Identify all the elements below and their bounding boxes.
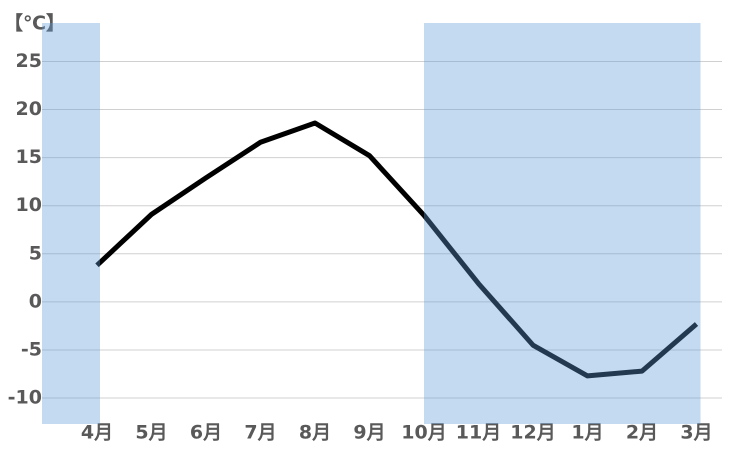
y-tick-label: 25 [16,50,42,72]
x-tick-label: 1月 [571,422,603,444]
shaded-region [424,23,701,424]
x-tick-label: 4月 [81,422,113,444]
y-tick-label: 10 [16,194,42,216]
x-tick-label: 6月 [190,422,222,444]
x-tick-label: 11月 [456,422,501,444]
data-line [95,120,699,379]
x-tick-label: 3月 [680,422,712,444]
y-tick-label: 15 [16,146,42,168]
x-tick-label: 9月 [353,422,385,444]
x-tick-label: 12月 [510,422,555,444]
shaded-region [42,23,100,424]
x-tick-label: 2月 [626,422,658,444]
y-tick-label: 20 [16,98,42,120]
y-axis-label: 【℃】 [4,12,65,35]
y-tick-label: 5 [29,242,42,264]
y-tick-label: -5 [21,338,42,360]
x-tick-label: 10月 [401,422,446,444]
x-tick-label: 5月 [135,422,167,444]
x-tick-label: 8月 [299,422,331,444]
y-tick-label: -10 [8,387,42,409]
x-tick-label: 7月 [244,422,276,444]
y-tick-label: 0 [29,290,42,312]
